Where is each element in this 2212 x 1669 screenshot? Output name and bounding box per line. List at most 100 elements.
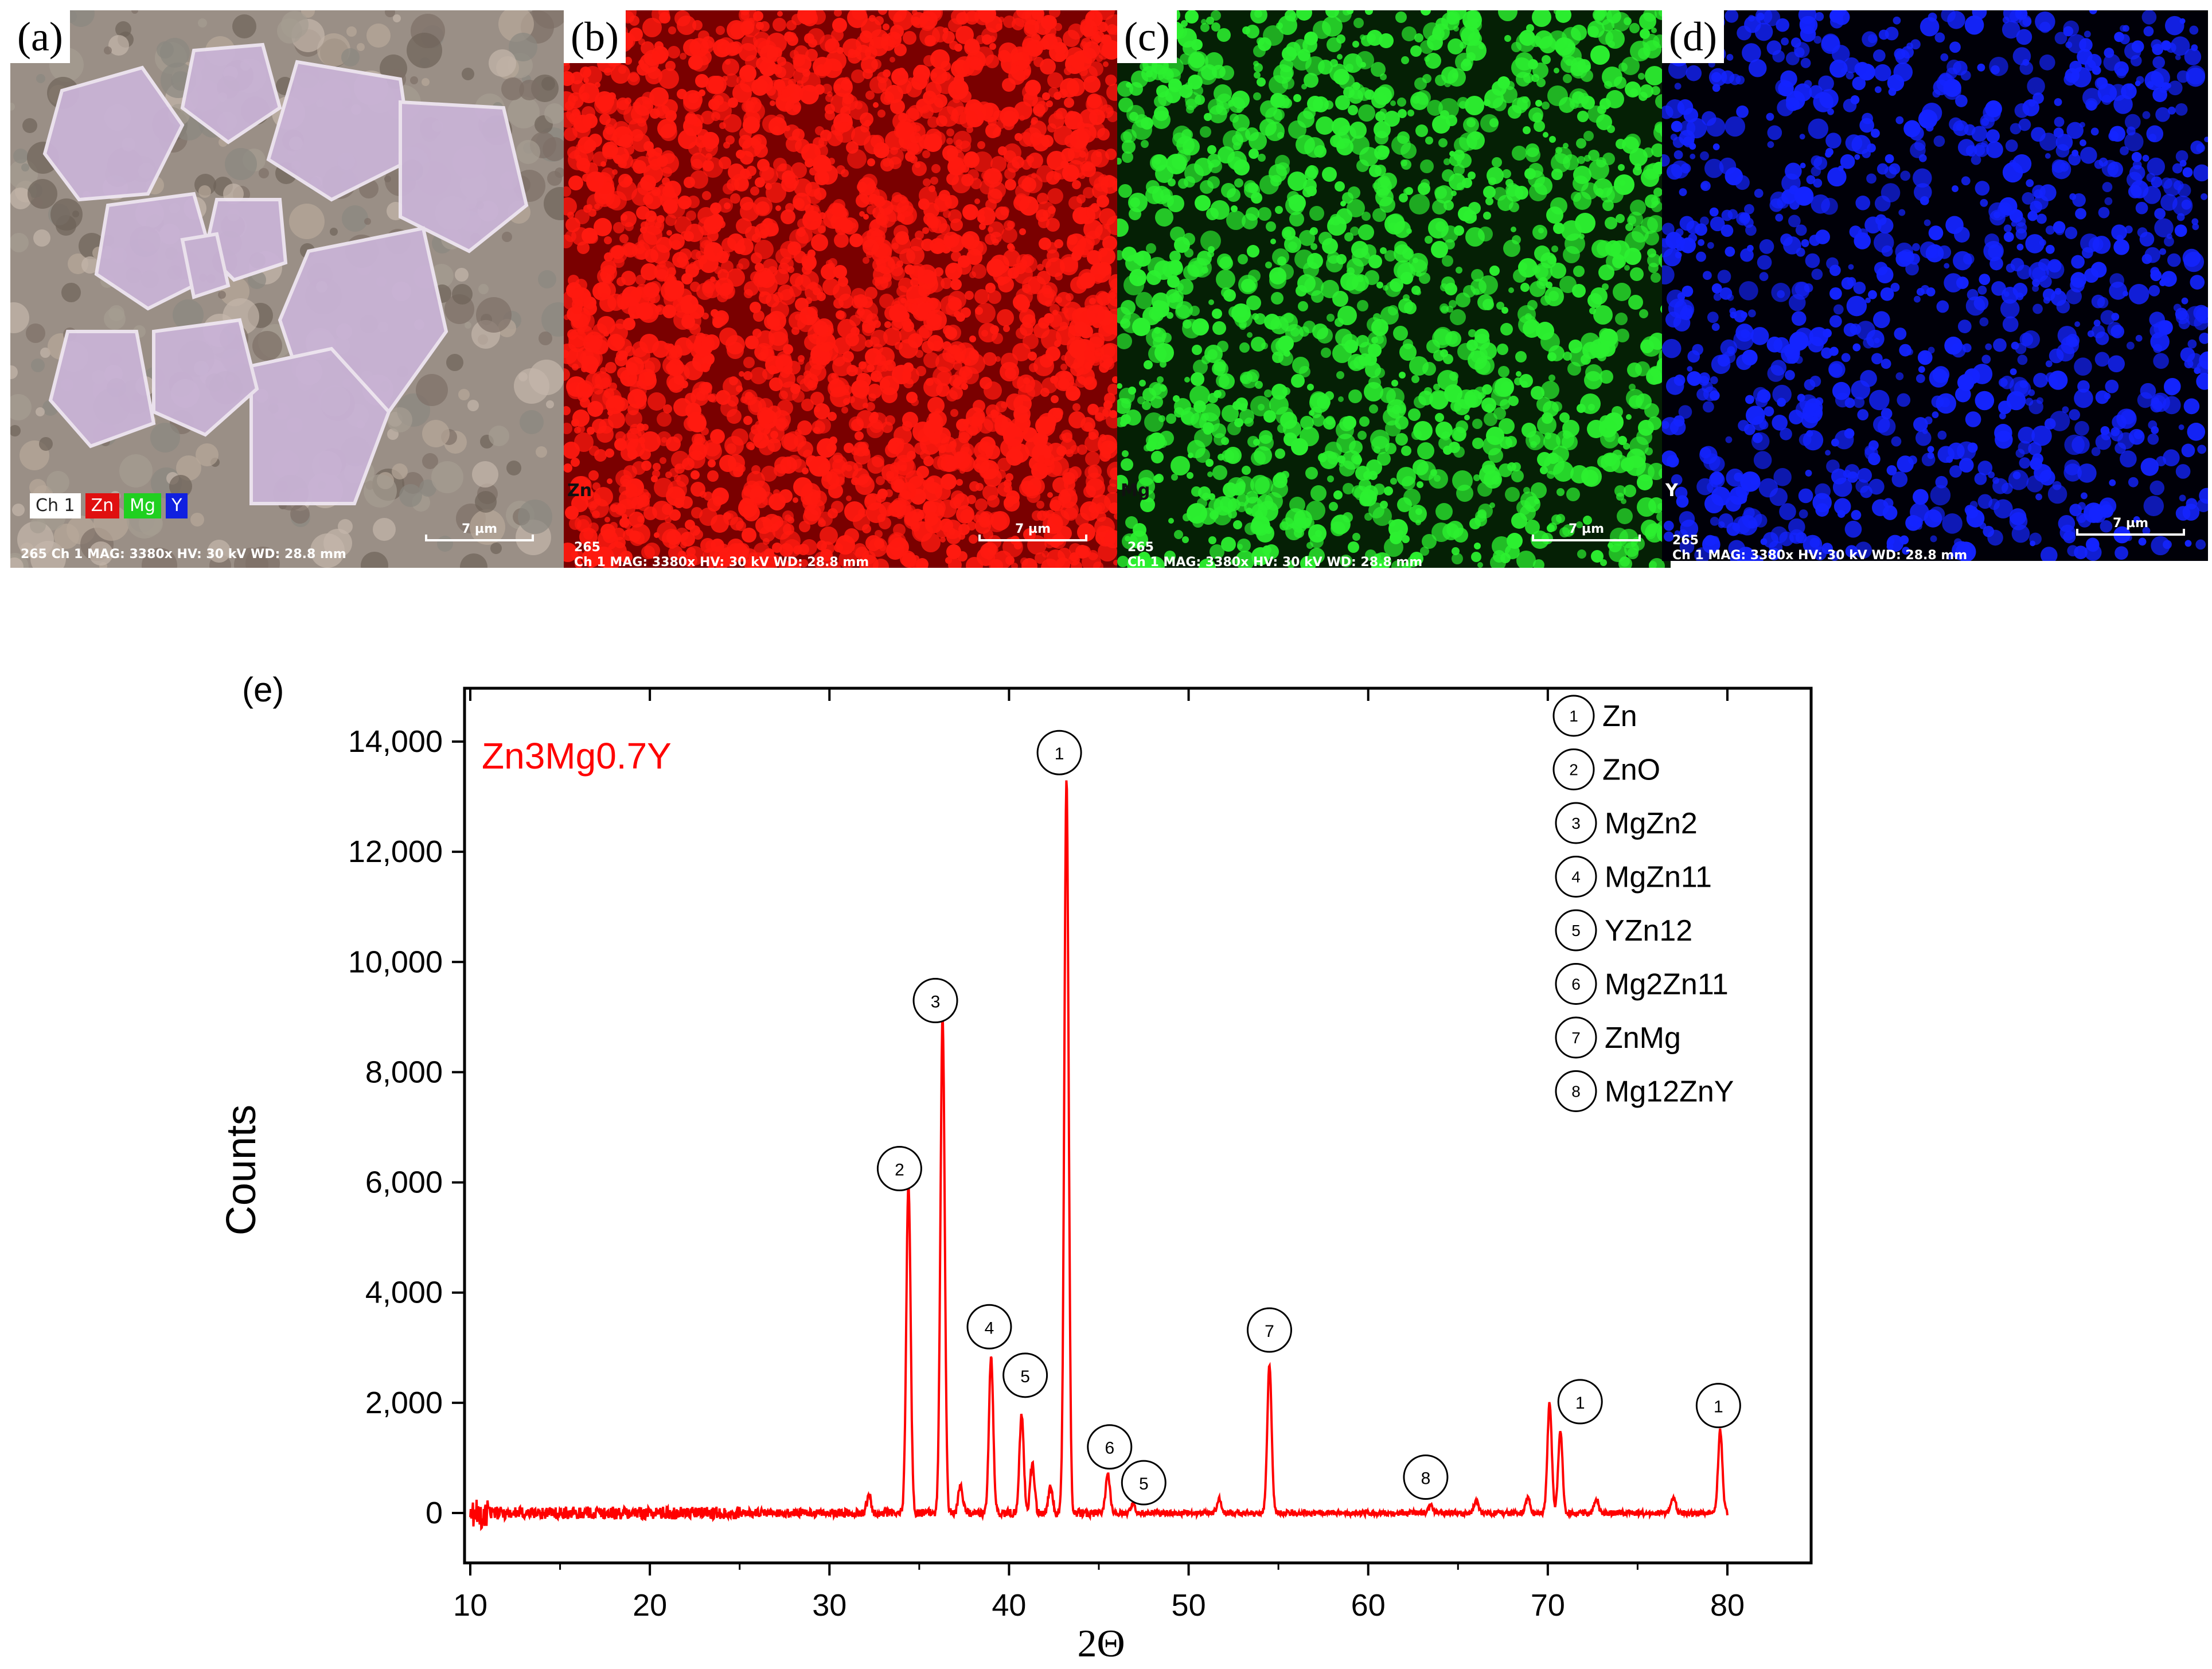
y-tick-label: 4,000	[365, 1276, 443, 1310]
panel-tag: (e)	[242, 670, 284, 709]
peak-marker-label: 1	[1055, 744, 1064, 763]
scale-bar-line	[2076, 529, 2185, 536]
zn-map-panel: (b) Zn 265 Ch 1 MAG: 3380x HV: 30 kV WD:…	[564, 10, 1117, 568]
map-footer-info: Ch 1 MAG: 3380x HV: 30 kV WD: 28.8 mm	[1128, 555, 1423, 568]
legend-number-circle	[1555, 856, 1597, 898]
peak-marker-label: 5	[1139, 1475, 1149, 1493]
sample-label: Zn3Mg0.7Y	[482, 735, 672, 777]
legend-number: 8	[1571, 1083, 1581, 1101]
xrd-chart: 10 20 30 40 50 60 70 80 0 2,000 4,000 6,000 8,000 10,…	[219, 687, 1813, 1665]
scale-bar: 7 µm	[425, 522, 534, 541]
scale-bar-line	[425, 535, 534, 541]
scale-bar-label: 7 µm	[2112, 516, 2149, 531]
map-footer: 265 Ch 1 MAG: 3380x HV: 30 kV WD: 28.8 m…	[574, 540, 869, 568]
panel-tag: (d)	[1662, 10, 1724, 63]
peak-marker-circle	[1087, 1424, 1133, 1470]
peak-marker-circle	[1002, 1352, 1048, 1398]
y-tick-label: 14,000	[348, 724, 443, 759]
peak-marker-circle	[876, 1146, 922, 1192]
legend-number-circle	[1555, 802, 1597, 844]
plot-frame	[463, 687, 1813, 1565]
peak-marker-circle	[1036, 730, 1082, 775]
sem-footer: 265 Ch 1 MAG: 3380x HV: 30 kV WD: 28.8 m…	[21, 547, 346, 561]
y-tick-label: 12,000	[348, 834, 443, 869]
legend-number-circle	[1552, 748, 1595, 790]
legend-phase-label: ZnMg	[1605, 1021, 1681, 1055]
peak-marker-circle	[1246, 1307, 1292, 1353]
y-tick-label: 10,000	[348, 945, 443, 979]
sem-micrograph	[10, 10, 564, 568]
peak-marker-label: 2	[895, 1161, 904, 1180]
element-label: Y	[1665, 481, 1678, 501]
legend-phase-label: Mg2Zn11	[1605, 968, 1729, 1001]
chip-mg: Mg	[124, 493, 162, 518]
x-tick-label: 50	[1172, 1588, 1206, 1623]
y-tick-label: 2,000	[365, 1386, 443, 1420]
chip-ch1: Ch 1	[30, 493, 81, 518]
element-legend-chips: Ch 1 Zn Mg Y	[30, 493, 188, 518]
peak-marker-label: 1	[1714, 1398, 1723, 1417]
panel-tag: (b)	[564, 10, 626, 63]
legend-number-circle	[1555, 963, 1597, 1005]
mg-map-panel: (c) Mg 265 Ch 1 MAG: 3380x HV: 30 kV WD:…	[1117, 10, 1671, 568]
legend-number: 2	[1569, 761, 1578, 779]
legend-number-circle	[1555, 909, 1597, 952]
y-map-panel: (d) Y 265 Ch 1 MAG: 3380x HV: 30 kV WD: …	[1662, 10, 2208, 561]
peak-marker-circle	[1695, 1383, 1741, 1429]
legend-number-circle	[1552, 695, 1595, 737]
map-footer-info: Ch 1 MAG: 3380x HV: 30 kV WD: 28.8 mm	[574, 555, 869, 568]
map-footer: 265 Ch 1 MAG: 3380x HV: 30 kV WD: 28.8 m…	[1128, 540, 1422, 568]
y-axis-label: Counts	[219, 1105, 264, 1235]
legend-phase-label: MgZn11	[1605, 861, 1712, 894]
xrd-series-line	[469, 780, 1729, 1531]
map-footer-id: 265	[1672, 533, 1699, 548]
peak-marker-circle	[1557, 1379, 1603, 1425]
mg-element-map	[1117, 10, 1671, 568]
x-tick-label: 30	[812, 1588, 846, 1623]
map-footer-id: 265	[1128, 540, 1154, 555]
x-axis-label: 2Θ	[1077, 1621, 1125, 1665]
peak-marker-circle	[1121, 1460, 1167, 1506]
legend-phase-label: Mg12ZnY	[1605, 1075, 1734, 1109]
panel-tag: (c)	[1117, 10, 1177, 63]
legend-phase-label: Zn	[1602, 700, 1637, 733]
map-footer-id: 265	[574, 540, 600, 555]
peak-marker-label: 3	[931, 993, 941, 1012]
peak-marker-label: 1	[1575, 1394, 1585, 1413]
x-tick-label: 10	[453, 1588, 487, 1623]
x-tick-label: 20	[633, 1588, 667, 1623]
peak-marker-label: 8	[1421, 1469, 1431, 1488]
scale-bar-line	[978, 535, 1087, 541]
peak-marker-label: 7	[1265, 1322, 1274, 1341]
y-tick-label: 8,000	[365, 1055, 443, 1089]
y-tick-label: 6,000	[365, 1165, 443, 1200]
scale-bar-line	[1532, 535, 1641, 541]
legend-number: 6	[1571, 976, 1581, 993]
x-tick-label: 60	[1351, 1588, 1386, 1623]
peak-marker-circle	[1403, 1454, 1449, 1500]
scale-bar: 7 µm	[978, 522, 1087, 541]
scale-bar-label: 7 µm	[1015, 522, 1051, 536]
map-footer: 265 Ch 1 MAG: 3380x HV: 30 kV WD: 28.8 m…	[1672, 533, 1967, 561]
legend-number: 3	[1571, 814, 1581, 832]
y-tick-label: 0	[426, 1496, 443, 1530]
legend-number: 7	[1571, 1029, 1581, 1047]
zn-element-map	[564, 10, 1117, 568]
y-element-map	[1662, 10, 2208, 561]
chip-zn: Zn	[85, 493, 120, 518]
legend-phase-label: MgZn2	[1605, 807, 1698, 840]
panel-tag: (a)	[10, 10, 70, 63]
x-tick-label: 40	[992, 1588, 1026, 1623]
legend-number-circle	[1555, 1016, 1597, 1059]
scale-bar: 7 µm	[1532, 522, 1641, 541]
element-label: Zn	[567, 481, 592, 501]
legend-number: 1	[1569, 707, 1578, 725]
peak-marker-label: 5	[1020, 1367, 1030, 1386]
legend-number: 4	[1571, 868, 1581, 886]
legend-number-circle	[1555, 1070, 1597, 1112]
sem-image-panel: (a) Ch 1 Zn Mg Y 265 Ch 1 MAG: 3380x HV:…	[10, 10, 564, 568]
x-tick-label: 80	[1710, 1588, 1745, 1623]
x-tick-label: 70	[1531, 1588, 1565, 1623]
scale-bar-label: 7 µm	[1568, 522, 1605, 536]
peak-marker-circle	[912, 978, 958, 1024]
